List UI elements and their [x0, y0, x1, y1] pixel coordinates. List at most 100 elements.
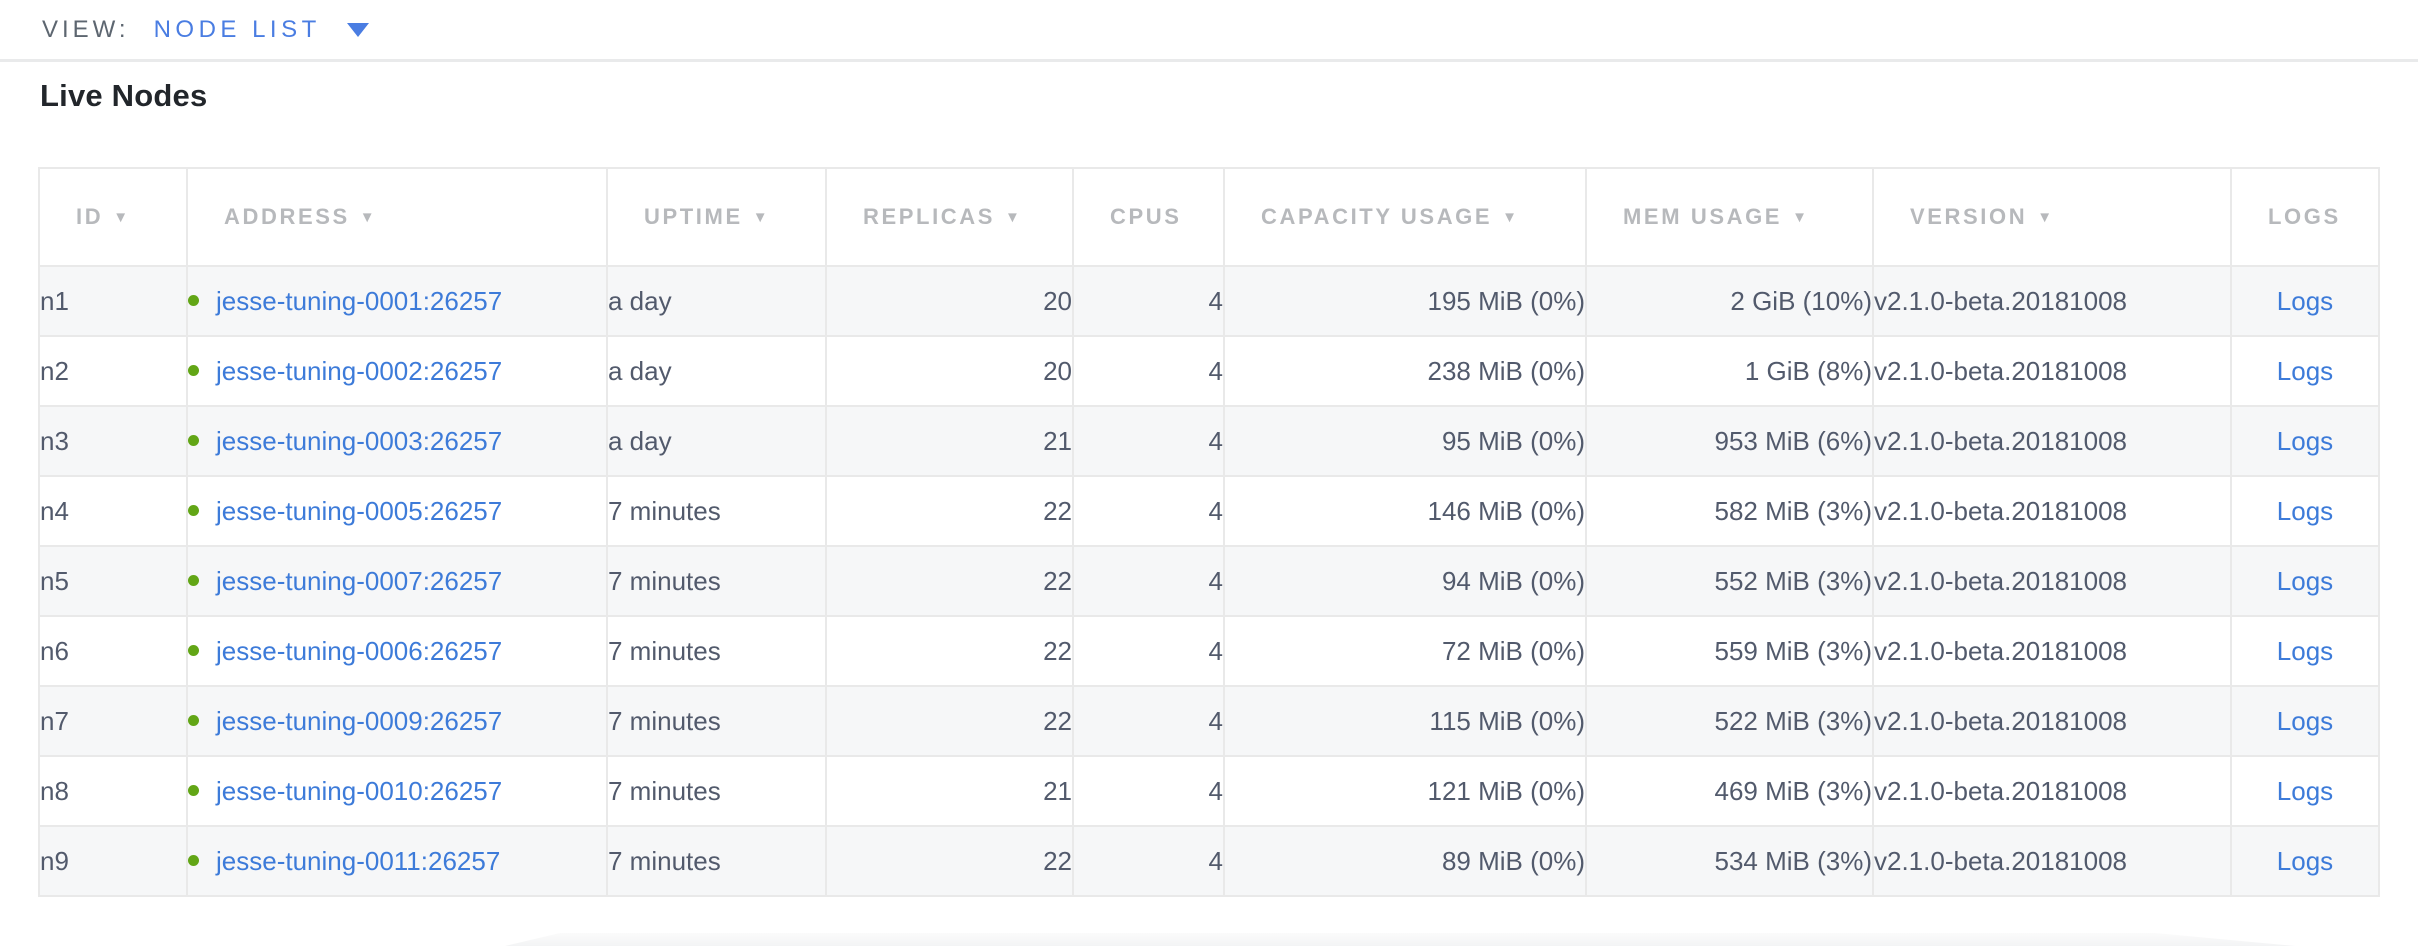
- cell-cpus: 4: [1072, 755, 1225, 827]
- cell-cpus: 4: [1072, 405, 1225, 477]
- view-label: VIEW:: [42, 15, 130, 43]
- cell-capacity: 89 MiB (0%): [1223, 825, 1587, 897]
- address-link[interactable]: jesse-tuning-0001:26257: [216, 285, 503, 316]
- cell-capacity: 115 MiB (0%): [1223, 685, 1587, 757]
- page-title: Live Nodes: [40, 78, 208, 113]
- cell-address: jesse-tuning-0007:26257: [186, 545, 608, 617]
- column-label: ADDRESS: [224, 204, 350, 229]
- cell-uptime: a day: [606, 265, 827, 337]
- logs-link[interactable]: Logs: [2276, 425, 2334, 456]
- sort-desc-icon: ▼: [2037, 209, 2053, 226]
- logs-link[interactable]: Logs: [2276, 285, 2334, 316]
- column-label: CAPACITY USAGE: [1261, 204, 1493, 229]
- address-link[interactable]: jesse-tuning-0007:26257: [216, 565, 503, 596]
- cell-replicas: 22: [825, 545, 1074, 617]
- cell-logs: Logs: [2230, 405, 2380, 477]
- cell-id: n5: [38, 545, 188, 617]
- cell-capacity: 94 MiB (0%): [1223, 545, 1587, 617]
- address-link[interactable]: jesse-tuning-0003:26257: [216, 425, 503, 456]
- sort-desc-icon: ▼: [359, 209, 375, 226]
- cell-cpus: 4: [1072, 475, 1225, 547]
- column-header-replicas[interactable]: REPLICAS ▼: [825, 167, 1074, 267]
- cell-version: v2.1.0-beta.20181008: [1872, 335, 2232, 407]
- live-status-dot-icon: [189, 715, 199, 727]
- cell-version: v2.1.0-beta.20181008: [1872, 615, 2232, 687]
- logs-link[interactable]: Logs: [2276, 355, 2334, 386]
- column-label: MEM USAGE: [1623, 204, 1783, 229]
- cell-replicas: 20: [825, 335, 1074, 407]
- cell-cpus: 4: [1072, 825, 1225, 897]
- logs-link[interactable]: Logs: [2276, 635, 2334, 666]
- cell-id: n7: [38, 685, 188, 757]
- cell-replicas: 22: [825, 685, 1074, 757]
- cell-cpus: 4: [1072, 685, 1225, 757]
- cell-logs: Logs: [2230, 755, 2380, 827]
- cell-address: jesse-tuning-0001:26257: [186, 265, 608, 337]
- column-header-uptime[interactable]: UPTIME ▼: [606, 167, 827, 267]
- cell-address: jesse-tuning-0011:26257: [186, 825, 608, 897]
- address-link[interactable]: jesse-tuning-0002:26257: [216, 355, 503, 386]
- cell-mem: 953 MiB (6%): [1585, 405, 1874, 477]
- cell-address: jesse-tuning-0005:26257: [186, 475, 608, 547]
- bottom-peek-shadow: [505, 933, 2295, 946]
- view-bar: VIEW: NODE LIST: [0, 0, 2418, 62]
- sort-desc-icon: ▼: [113, 209, 129, 226]
- column-header-address[interactable]: ADDRESS ▼: [186, 167, 608, 267]
- live-status-dot-icon: [189, 295, 199, 307]
- cell-logs: Logs: [2230, 265, 2380, 337]
- cell-capacity: 195 MiB (0%): [1223, 265, 1587, 337]
- logs-link[interactable]: Logs: [2276, 845, 2334, 876]
- cell-uptime: 7 minutes: [606, 685, 827, 757]
- cell-id: n4: [38, 475, 188, 547]
- cell-replicas: 21: [825, 405, 1074, 477]
- column-header-id[interactable]: ID ▼: [38, 167, 188, 267]
- column-header-mem[interactable]: MEM USAGE ▼: [1585, 167, 1874, 267]
- cell-cpus: 4: [1072, 545, 1225, 617]
- address-link[interactable]: jesse-tuning-0011:26257: [216, 845, 501, 876]
- sort-desc-icon: ▼: [1792, 209, 1807, 226]
- cell-id: n9: [38, 825, 188, 897]
- cell-uptime: a day: [606, 405, 827, 477]
- cell-address: jesse-tuning-0002:26257: [186, 335, 608, 407]
- logs-link[interactable]: Logs: [2276, 495, 2334, 526]
- live-status-dot-icon: [189, 785, 199, 797]
- address-link[interactable]: jesse-tuning-0010:26257: [216, 775, 503, 806]
- table-row: n7 jesse-tuning-0009:26257 7 minutes 22 4 115…: [38, 685, 2380, 757]
- cell-cpus: 4: [1072, 265, 1225, 337]
- cell-mem: 559 MiB (3%): [1585, 615, 1874, 687]
- cell-logs: Logs: [2230, 545, 2380, 617]
- table-row: n6 jesse-tuning-0006:26257 7 minutes 22 4 72 …: [38, 615, 2380, 687]
- column-header-capacity[interactable]: CAPACITY USAGE ▼: [1223, 167, 1587, 267]
- cell-mem: 534 MiB (3%): [1585, 825, 1874, 897]
- cell-mem: 552 MiB (3%): [1585, 545, 1874, 617]
- address-link[interactable]: jesse-tuning-0009:26257: [216, 705, 503, 736]
- column-label: REPLICAS: [863, 204, 996, 229]
- cell-mem: 469 MiB (3%): [1585, 755, 1874, 827]
- address-link[interactable]: jesse-tuning-0006:26257: [216, 635, 503, 666]
- cell-version: v2.1.0-beta.20181008: [1872, 265, 2232, 337]
- cell-replicas: 21: [825, 755, 1074, 827]
- cell-capacity: 238 MiB (0%): [1223, 335, 1587, 407]
- cell-address: jesse-tuning-0006:26257: [186, 615, 608, 687]
- view-selector[interactable]: NODE LIST: [154, 16, 369, 44]
- cell-cpus: 4: [1072, 335, 1225, 407]
- cell-id: n8: [38, 755, 188, 827]
- table-row: n2 jesse-tuning-0002:26257 a day 20 4 238 MiB…: [38, 335, 2380, 407]
- cell-capacity: 121 MiB (0%): [1223, 755, 1587, 827]
- cell-id: n3: [38, 405, 188, 477]
- live-nodes-table: ID ▼ ADDRESS ▼ UPTIME ▼ REPLICAS ▼ CPUS CAPACITY …: [38, 167, 2380, 897]
- cell-version: v2.1.0-beta.20181008: [1872, 755, 2232, 827]
- cell-replicas: 22: [825, 825, 1074, 897]
- cell-id: n2: [38, 335, 188, 407]
- address-link[interactable]: jesse-tuning-0005:26257: [216, 495, 503, 526]
- cell-mem: 582 MiB (3%): [1585, 475, 1874, 547]
- cell-mem: 522 MiB (3%): [1585, 685, 1874, 757]
- cell-capacity: 95 MiB (0%): [1223, 405, 1587, 477]
- logs-link[interactable]: Logs: [2276, 705, 2334, 736]
- logs-link[interactable]: Logs: [2276, 565, 2334, 596]
- cell-logs: Logs: [2230, 475, 2380, 547]
- column-header-version[interactable]: VERSION ▼: [1872, 167, 2232, 267]
- column-header-logs: LOGS: [2230, 167, 2380, 267]
- logs-link[interactable]: Logs: [2276, 775, 2334, 806]
- cell-mem: 2 GiB (10%): [1585, 265, 1874, 337]
